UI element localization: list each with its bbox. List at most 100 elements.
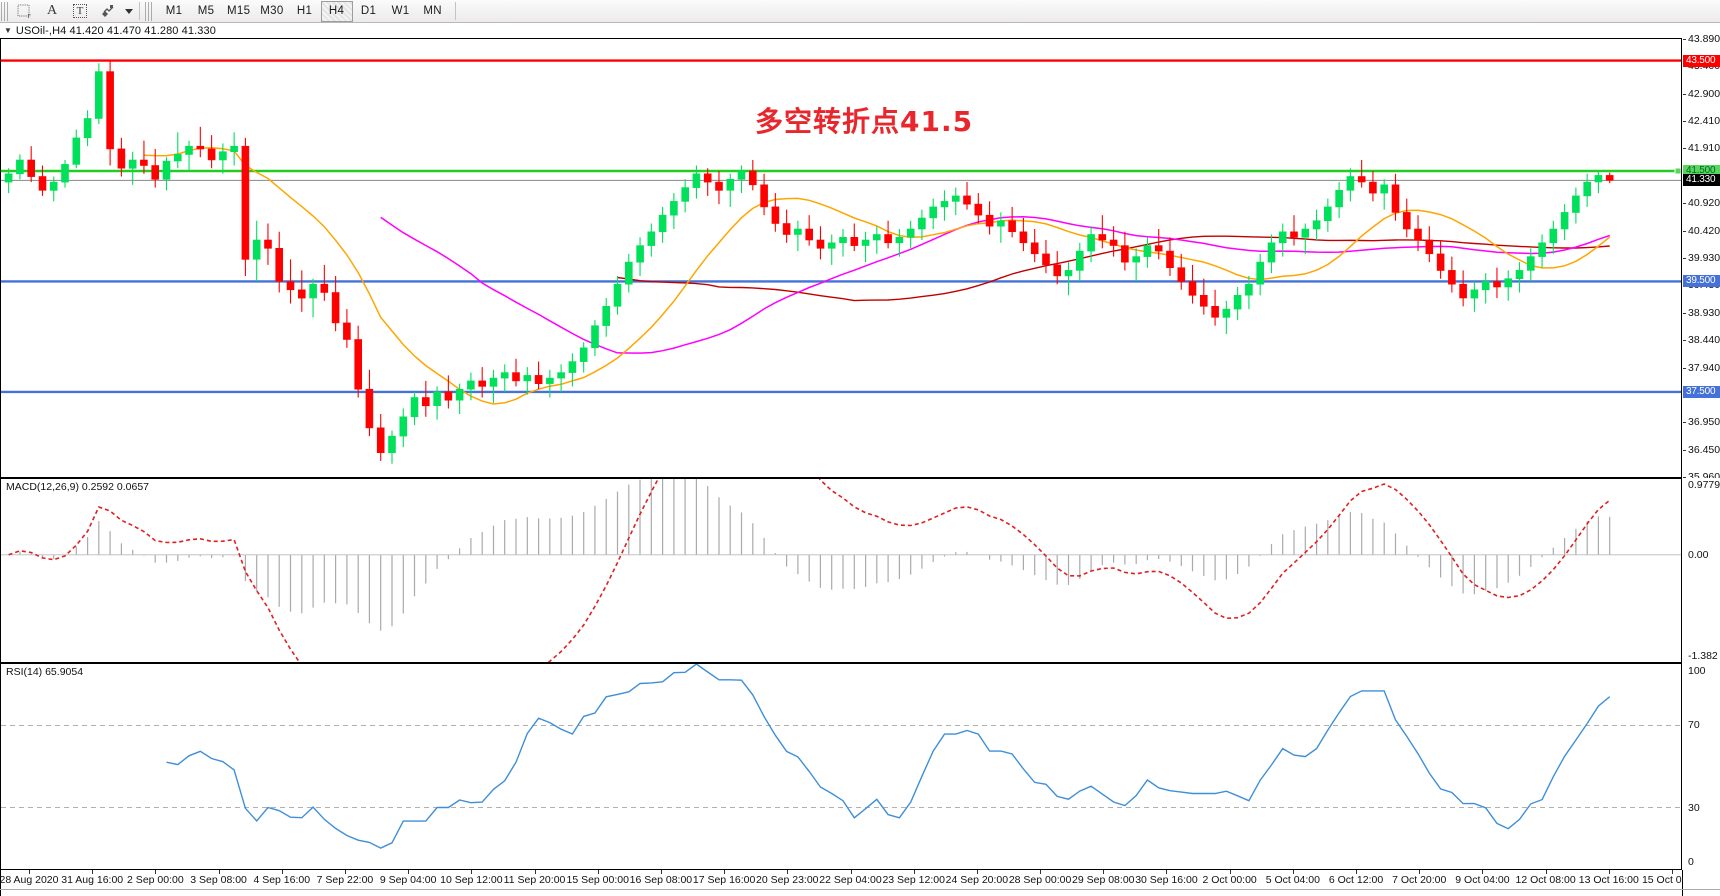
dropdown-arrow-icon[interactable] bbox=[122, 1, 136, 22]
time-tick bbox=[1608, 870, 1610, 874]
symbol-info-bar: ▼ USOil-,H4 41.420 41.470 41.280 41.330 bbox=[0, 23, 1720, 38]
crosshair-icon[interactable]: F bbox=[10, 1, 38, 22]
price-axis[interactable]: 43.89043.40042.90042.41041.91041.42040.9… bbox=[1683, 33, 1720, 483]
time-axis-label: 9 Oct 04:00 bbox=[1455, 874, 1510, 886]
timeframe-button-m1[interactable]: M1 bbox=[165, 5, 183, 17]
symbol-dropdown-icon[interactable]: ▼ bbox=[4, 26, 12, 35]
time-axis-label: 20 Sep 23:00 bbox=[756, 874, 819, 886]
macd-tick-label: 0.9779 bbox=[1688, 479, 1720, 491]
price-tick-label: 37.940 bbox=[1683, 362, 1720, 374]
toolbar-divider-2 bbox=[454, 2, 456, 20]
time-axis-label: 10 Sep 12:00 bbox=[440, 874, 503, 886]
time-axis-label: 11 Sep 20:00 bbox=[503, 874, 566, 886]
timeframe-button-h1[interactable]: H1 bbox=[296, 5, 313, 17]
time-axis-label: 24 Sep 20:00 bbox=[945, 874, 1009, 886]
rsi-svg bbox=[1, 664, 1681, 849]
price-tick-label: 36.450 bbox=[1683, 444, 1720, 456]
time-axis[interactable]: 28 Aug 2020 31 Aug 16:00 2 Sep 00:00 3 Sep … bbox=[0, 870, 1702, 896]
rsi-tick-label: 0 bbox=[1688, 856, 1694, 868]
time-axis-label: 9 Sep 04:00 bbox=[379, 874, 437, 886]
timeframe-button-m15[interactable]: M15 bbox=[227, 5, 251, 17]
price-tag-resistance-line[interactable]: 43.500 bbox=[1683, 54, 1720, 67]
symbol-ohlc-text: USOil-,H4 41.420 41.470 41.280 41.330 bbox=[15, 24, 216, 37]
timeframe-button-group: M1 M5 M15 M30 H1 H4 D1 W1 MN bbox=[158, 0, 449, 22]
time-tick bbox=[787, 870, 789, 874]
timeframe-button-d1[interactable]: D1 bbox=[360, 5, 377, 17]
toolbar-divider bbox=[139, 2, 140, 20]
time-axis-label: 22 Sep 04:00 bbox=[819, 874, 882, 886]
time-tick bbox=[597, 870, 599, 874]
time-tick bbox=[281, 870, 283, 874]
time-axis-label: 28 Sep 00:00 bbox=[1008, 874, 1072, 886]
time-axis-label: 12 Oct 08:00 bbox=[1515, 874, 1576, 886]
time-tick bbox=[1292, 870, 1294, 874]
time-axis-label: 6 Oct 12:00 bbox=[1328, 874, 1384, 886]
time-axis-label: 28 Aug 2020 bbox=[0, 874, 59, 886]
macd-caption: MACD(12,26,9) 0.2592 0.0657 bbox=[4, 481, 152, 493]
price-plot-area bbox=[1, 39, 1681, 477]
timeframe-drag-handle[interactable] bbox=[145, 1, 154, 21]
price-tag-pivot-line[interactable]: 41.500 bbox=[1683, 165, 1720, 177]
timeframe-button-m5[interactable]: M5 bbox=[197, 5, 215, 17]
axis-corner bbox=[1683, 870, 1720, 896]
price-tag-support-line[interactable]: 39.500 bbox=[1683, 275, 1720, 288]
price-tick-label: 43.890 bbox=[1683, 33, 1720, 45]
price-candlestick-svg bbox=[1, 59, 1681, 464]
time-axis-label: 23 Sep 12:00 bbox=[882, 874, 945, 886]
time-axis-label: 4 Sep 16:00 bbox=[253, 874, 311, 886]
time-tick bbox=[155, 870, 157, 874]
time-tick bbox=[344, 870, 346, 874]
timeframe-button-h4[interactable]: H4 bbox=[320, 0, 353, 22]
time-tick bbox=[29, 870, 30, 874]
time-axis-label: 17 Sep 16:00 bbox=[692, 874, 756, 886]
time-axis-label: 3 Sep 08:00 bbox=[190, 874, 247, 886]
time-axis-label: 7 Oct 20:00 bbox=[1392, 874, 1447, 886]
letter-a-glyph: A bbox=[46, 3, 58, 18]
time-tick bbox=[408, 870, 410, 874]
rsi-indicator-panel[interactable]: RSI(14) 65.9054 bbox=[0, 663, 1682, 870]
timeframe-button-mn[interactable]: MN bbox=[423, 5, 442, 17]
macd-indicator-panel[interactable]: MACD(12,26,9) 0.2592 0.0657 bbox=[0, 478, 1682, 663]
time-axis-label: 30 Sep 16:00 bbox=[1135, 874, 1198, 886]
rsi-axis: 100 70 30 0 bbox=[1683, 663, 1720, 870]
time-tick bbox=[1103, 870, 1105, 874]
price-tick-label: 39.930 bbox=[1683, 252, 1720, 264]
time-axis-label: 31 Aug 16:00 bbox=[61, 874, 124, 886]
rsi-tick-label: 70 bbox=[1688, 719, 1700, 732]
timeframe-button-w1[interactable]: W1 bbox=[391, 5, 410, 17]
price-tick-label: 41.910 bbox=[1683, 142, 1720, 154]
price-tag-support-line[interactable]: 37.500 bbox=[1683, 385, 1720, 398]
macd-tick-label: -1.382 bbox=[1688, 650, 1718, 662]
time-tick bbox=[534, 870, 536, 874]
time-tick bbox=[1482, 870, 1484, 874]
macd-tick-label: 0.00 bbox=[1688, 548, 1709, 561]
rsi-tick-label: 100 bbox=[1688, 665, 1706, 677]
text-object-icon[interactable]: T bbox=[66, 1, 94, 22]
time-tick bbox=[1545, 870, 1547, 874]
main-toolbar: F A T M1 M5 M15 M30 H1 H4 D1 W1 MN bbox=[0, 0, 1720, 23]
time-axis-label: 2 Sep 00:00 bbox=[127, 874, 184, 886]
time-axis-baseline bbox=[0, 889, 1720, 890]
time-axis-label: 2 Oct 00:00 bbox=[1202, 874, 1257, 886]
text-label-icon[interactable]: A bbox=[38, 1, 66, 22]
drawing-tools-icon[interactable] bbox=[94, 1, 122, 22]
time-axis-label: 13 Oct 16:00 bbox=[1578, 874, 1639, 886]
macd-plot-area bbox=[1, 479, 1681, 662]
time-axis-label: 7 Sep 22:00 bbox=[316, 874, 374, 886]
timeframe-button-m30[interactable]: M30 bbox=[260, 5, 284, 17]
toolbar-drag-handle[interactable] bbox=[1, 1, 10, 21]
price-tick-label: 40.420 bbox=[1683, 225, 1720, 237]
price-tick-label: 38.440 bbox=[1683, 334, 1720, 346]
time-tick bbox=[724, 870, 726, 874]
time-tick bbox=[218, 870, 220, 874]
time-tick bbox=[92, 870, 94, 874]
time-tick bbox=[1040, 870, 1042, 874]
price-tag-last-price[interactable]: 41.330 bbox=[1683, 174, 1720, 187]
time-tick bbox=[1356, 870, 1358, 874]
rsi-plot-area bbox=[1, 664, 1681, 869]
price-chart-panel[interactable] bbox=[0, 38, 1682, 478]
price-tick-label: 36.950 bbox=[1683, 416, 1720, 428]
price-tick-label: 42.900 bbox=[1683, 88, 1720, 100]
time-tick bbox=[1672, 870, 1673, 874]
chart-annotation-text: 多空转折点41.5 bbox=[755, 105, 974, 138]
